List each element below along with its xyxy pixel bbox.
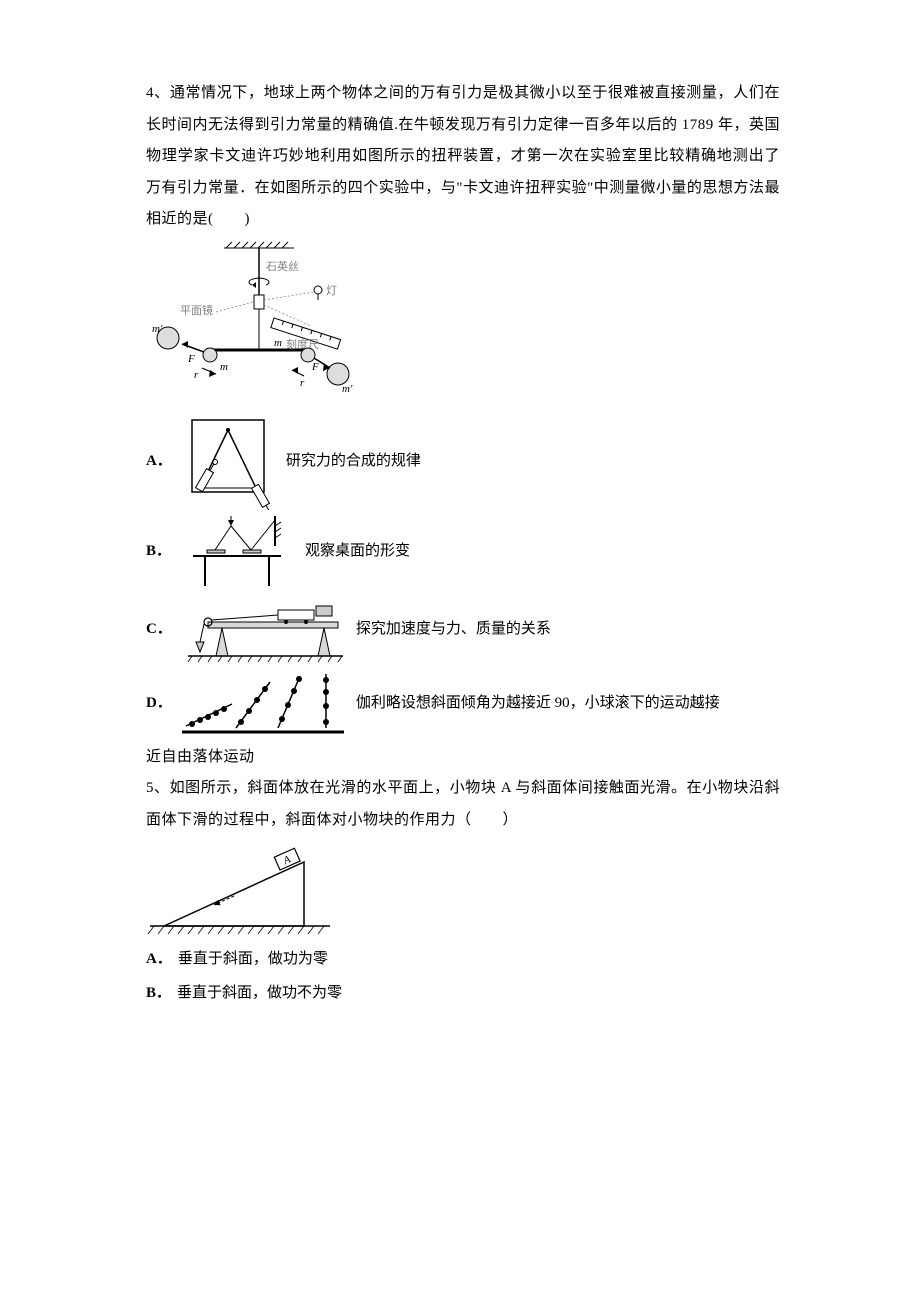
- label-mp-right: m': [342, 383, 353, 395]
- q4-option-D: D． 伽利略设想斜面倾角为越接近 90，小球滚下的运动越接: [146, 668, 780, 740]
- opt-B-figure: [177, 512, 297, 592]
- q4-option-A: A． 研究力的合成的规律: [146, 414, 780, 510]
- opt-B-label: B．: [146, 536, 171, 568]
- label-mp-left: m': [152, 323, 163, 335]
- opt-A-label: A．: [146, 446, 172, 478]
- exam-page: 4、通常情况下，地球上两个物体之间的万有引力是极其微小以至于很难被直接测量，人们…: [0, 0, 920, 1302]
- q4-main-figure: 石英丝 平面镜 灯 刻度尺: [146, 240, 780, 410]
- label-r-left: r: [194, 369, 199, 381]
- q5-figure: A: [146, 840, 780, 940]
- q5-number: 5、: [146, 780, 170, 796]
- opt-A-text: 研究力的合成的规律: [286, 446, 421, 478]
- q5-option-B: B． 垂直于斜面，做功不为零: [146, 978, 780, 1010]
- opt-D-figure: [178, 668, 348, 740]
- q5-text: 如图所示，斜面体放在光滑的水平面上，小物块 A 与斜面体间接触面光滑。在小物块沿…: [146, 780, 780, 828]
- q5-opt-B-text: 垂直于斜面，做功不为零: [177, 985, 342, 1001]
- q4-option-D-cont: 近自由落体运动: [146, 742, 780, 774]
- opt-D-text: 伽利略设想斜面倾角为越接近 90，小球滚下的运动越接: [356, 688, 720, 720]
- q5-option-A: A． 垂直于斜面，做功为零: [146, 944, 780, 976]
- q4-stem: 4、通常情况下，地球上两个物体之间的万有引力是极其微小以至于很难被直接测量，人们…: [146, 78, 780, 236]
- q5-opt-A-label: A．: [146, 951, 172, 967]
- q4-option-C: C．: [146, 594, 780, 666]
- opt-C-figure: [178, 594, 348, 666]
- q5-opt-B-label: B．: [146, 985, 171, 1001]
- opt-B-text: 观察桌面的形变: [305, 536, 410, 568]
- opt-A-figure: [178, 414, 278, 510]
- opt-C-label: C．: [146, 614, 172, 646]
- q4-number: 4、: [146, 85, 170, 101]
- q4-text: 通常情况下，地球上两个物体之间的万有引力是极其微小以至于很难被直接测量，人们在长…: [146, 85, 780, 227]
- opt-D-label: D．: [146, 688, 172, 720]
- label-r-right: r: [300, 377, 305, 389]
- label-F-right: F: [311, 361, 319, 373]
- q5-stem: 5、如图所示，斜面体放在光滑的水平面上，小物块 A 与斜面体间接触面光滑。在小物…: [146, 773, 780, 836]
- label-m-left: m: [220, 361, 228, 373]
- label-m-right: m: [274, 337, 282, 349]
- q4-option-B: B． 观察桌面的形变: [146, 512, 780, 592]
- label-mirror: 平面镜: [180, 303, 213, 317]
- q5-opt-A-text: 垂直于斜面，做功为零: [178, 951, 328, 967]
- label-lamp: 灯: [326, 284, 337, 297]
- label-F-left: F: [187, 353, 195, 365]
- label-fiber: 石英丝: [266, 259, 299, 273]
- opt-C-text: 探究加速度与力、质量的关系: [356, 614, 551, 646]
